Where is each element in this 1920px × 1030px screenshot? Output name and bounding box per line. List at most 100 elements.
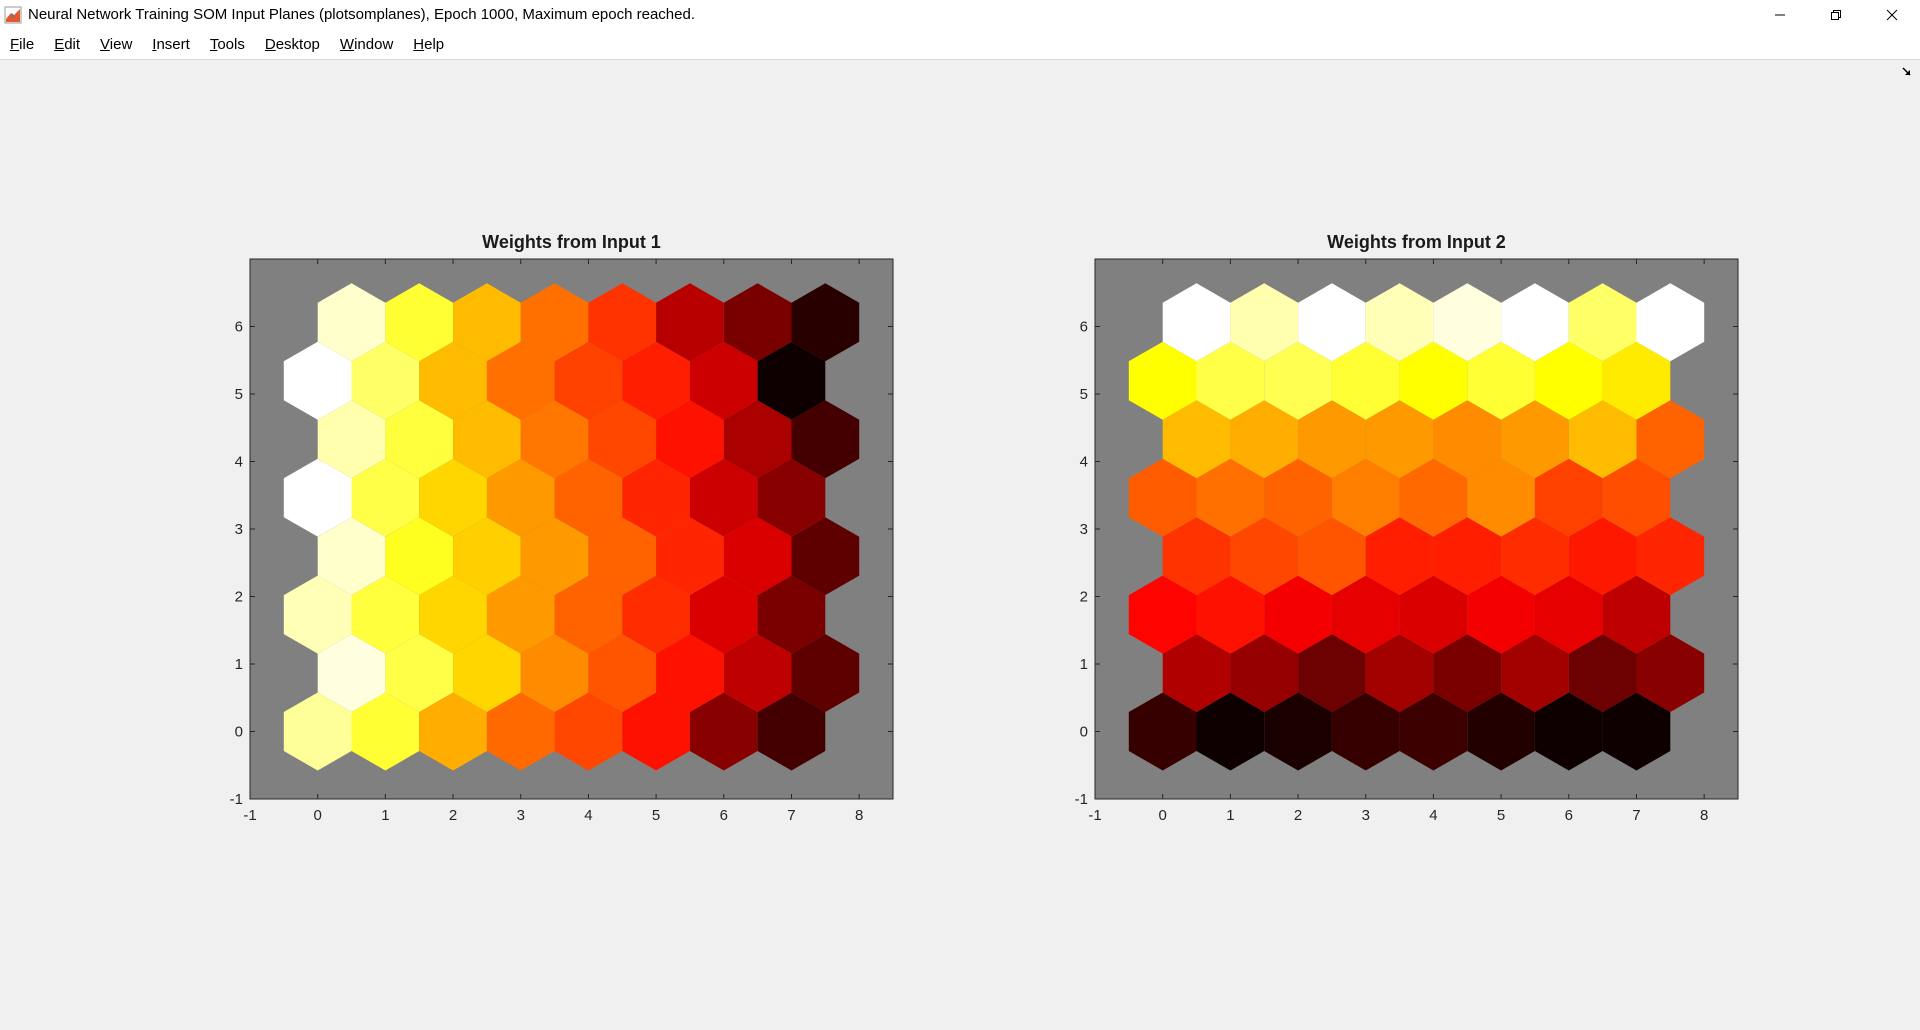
minimize-button[interactable] (1752, 0, 1808, 29)
menu-file[interactable]: File (10, 35, 35, 53)
neuron-hexagon (351, 341, 420, 420)
neuron-hexagon (1196, 692, 1265, 771)
menu-insert[interactable]: Insert (152, 35, 190, 53)
axes-2: -1 0 1 2 3 4 5 6 7 8 -1 0 1 2 3 4 5 6 Weights from Input 2 (1075, 232, 1739, 824)
neuron-hexagon (1602, 341, 1671, 420)
x-tick-label: 0 (1159, 807, 1167, 824)
neuron-hexagon (1501, 283, 1569, 362)
neuron-hexagon (1636, 283, 1705, 362)
neuron-hexagon (757, 341, 826, 420)
x-tick-label: 4 (584, 807, 592, 824)
neuron-hexagon (1467, 575, 1535, 654)
neuron-hexagon (1433, 634, 1502, 712)
y-tick-label: 0 (235, 724, 243, 741)
menu-window[interactable]: Window (339, 35, 394, 53)
neuron-hexagon (1433, 400, 1502, 479)
y-tick-label: 1 (1080, 656, 1088, 673)
neuron-hexagon (554, 458, 623, 537)
x-tick-label: 5 (1497, 807, 1505, 824)
x-tick-label: 6 (1565, 807, 1573, 824)
neuron-hexagon (486, 692, 555, 771)
neuron-hexagon (1162, 283, 1231, 362)
neuron-hexagon (1162, 400, 1231, 479)
y-tick-label: 4 (235, 454, 243, 471)
menu-desktop[interactable]: Desktop (264, 35, 320, 53)
neuron-hexagon (1196, 341, 1265, 420)
neuron-hexagon (588, 283, 657, 362)
neuron-hexagon (622, 341, 690, 420)
neuron-hexagon (723, 283, 792, 362)
neuron-hexagon (1365, 283, 1434, 362)
neuron-hexagon (1568, 517, 1637, 596)
y-tick-label: 4 (1080, 454, 1088, 471)
axes-title: Weights from Input 2 (1327, 232, 1506, 252)
menu-view[interactable]: View (100, 35, 133, 53)
neuron-hexagon (723, 400, 792, 479)
neuron-hexagon (1331, 692, 1400, 771)
menu-help[interactable]: Help (413, 35, 445, 53)
neuron-hexagon (689, 458, 758, 537)
neuron-hexagon (453, 283, 521, 362)
menu-tools[interactable]: Tools (209, 35, 245, 53)
neuron-hexagon (656, 400, 724, 479)
neuron-hexagon (622, 575, 690, 654)
x-tick-label: -1 (243, 807, 256, 824)
neuron-hexagon (1196, 575, 1265, 654)
dock-arrow-icon[interactable] (1902, 67, 1912, 80)
y-tick-label: -1 (230, 791, 243, 808)
x-tick-label: 3 (1362, 807, 1370, 824)
neuron-hexagon (1264, 692, 1332, 771)
close-button[interactable] (1864, 0, 1920, 29)
neuron-hexagon (1264, 575, 1332, 654)
neuron-hexagon (1568, 400, 1637, 479)
neuron-hexagon (520, 283, 589, 362)
neuron-hexagon (419, 575, 487, 654)
neuron-hexagon (1467, 458, 1535, 537)
neuron-hexagon (317, 517, 386, 596)
figure-canvas: -1 0 1 2 3 4 5 6 7 8 -1 0 1 2 3 4 5 6 Weights from Input 1… (0, 61, 1920, 1030)
neuron-hexagon (351, 575, 420, 654)
neuron-hexagon (1196, 458, 1265, 537)
y-tick-label: 0 (1080, 724, 1088, 741)
neuron-hexagon (1162, 517, 1231, 596)
neuron-hexagon (656, 634, 724, 712)
neuron-hexagon (1636, 517, 1705, 596)
neuron-hexagon (1399, 458, 1468, 537)
neuron-hexagon (689, 575, 758, 654)
neuron-hexagon (1636, 400, 1705, 479)
neuron-hexagon (1365, 634, 1434, 712)
neuron-hexagon (1534, 458, 1603, 537)
x-tick-label: 5 (652, 807, 660, 824)
neuron-hexagon (317, 400, 386, 479)
neuron-hexagon (385, 634, 454, 712)
neuron-hexagon (1365, 400, 1434, 479)
y-tick-label: 2 (235, 589, 243, 606)
neuron-hexagon (385, 400, 454, 479)
y-tick-label: 5 (235, 386, 243, 403)
neuron-hexagon (1501, 400, 1569, 479)
neuron-hexagon (757, 458, 826, 537)
neuron-hexagon (791, 517, 860, 596)
neuron-hexagon (1467, 341, 1535, 420)
neuron-hexagon (486, 458, 555, 537)
neuron-hexagon (1230, 400, 1299, 479)
neuron-hexagon (1230, 517, 1299, 596)
y-tick-label: 6 (1080, 319, 1088, 336)
x-tick-label: 0 (314, 807, 322, 824)
y-tick-label: 5 (1080, 386, 1088, 403)
menu-edit[interactable]: Edit (54, 35, 81, 53)
neuron-hexagon (656, 517, 724, 596)
restore-icon (1831, 9, 1841, 20)
neuron-hexagon (1501, 517, 1569, 596)
neuron-hexagon (1399, 575, 1468, 654)
x-tick-label: 8 (1700, 807, 1708, 824)
neuron-hexagon (588, 517, 657, 596)
neuron-hexagon (689, 692, 758, 771)
neuron-hexagon (588, 634, 657, 712)
neuron-hexagon (791, 634, 860, 712)
title-bar[interactable]: Neural Network Training SOM Input Planes… (0, 0, 1920, 29)
neuron-hexagon (1331, 575, 1400, 654)
neuron-hexagon (554, 575, 623, 654)
restore-button[interactable] (1808, 0, 1864, 29)
